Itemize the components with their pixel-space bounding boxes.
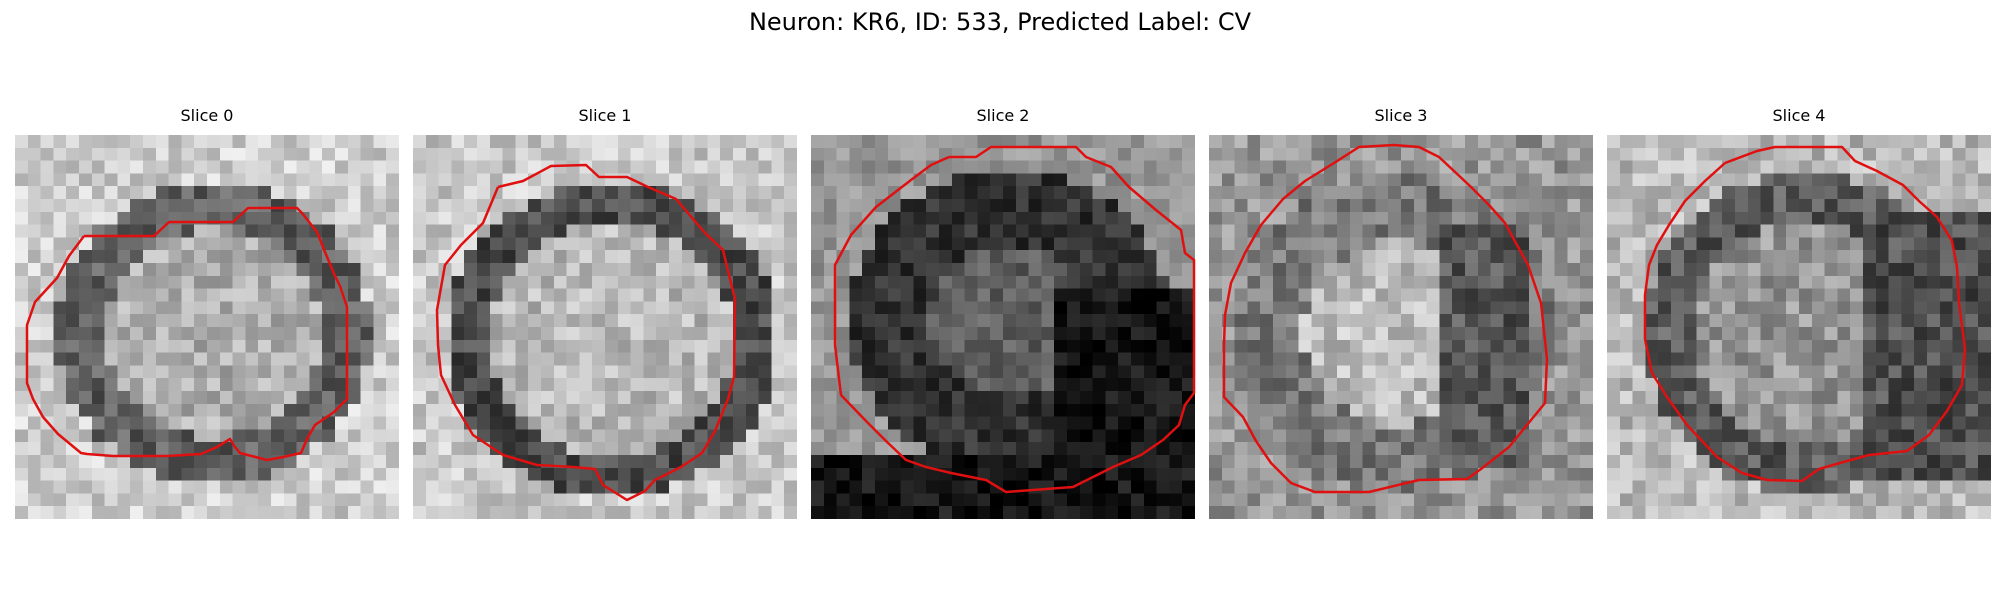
slice-title: Slice 3 [1374, 106, 1428, 125]
segmentation-outline [25, 206, 349, 462]
segmentation-outline [1643, 145, 1967, 483]
slice-title: Slice 1 [578, 106, 632, 125]
slice-panel: Slice 0 [15, 106, 399, 522]
slice-title: Slice 4 [1772, 106, 1826, 125]
slice-image [413, 135, 797, 519]
slice-panel: Slice 2 [811, 106, 1196, 522]
figure-title: Neuron: KR6, ID: 533, Predicted Label: C… [748, 8, 1252, 36]
slice-panel: Slice 3 [1209, 106, 1593, 522]
slice-image [15, 135, 399, 519]
segmentation-outline [1222, 143, 1549, 494]
slice-panel: Slice 1 [413, 106, 797, 522]
slice-image [1209, 135, 1593, 519]
slice-image [811, 135, 1195, 519]
slice-title: Slice 0 [180, 106, 234, 125]
slice-panel: Slice 4 [1607, 106, 1991, 522]
slice-image [1607, 135, 1991, 519]
segmentation-outline [435, 163, 737, 502]
segmentation-outline [833, 145, 1196, 494]
slice-title: Slice 2 [976, 106, 1030, 125]
